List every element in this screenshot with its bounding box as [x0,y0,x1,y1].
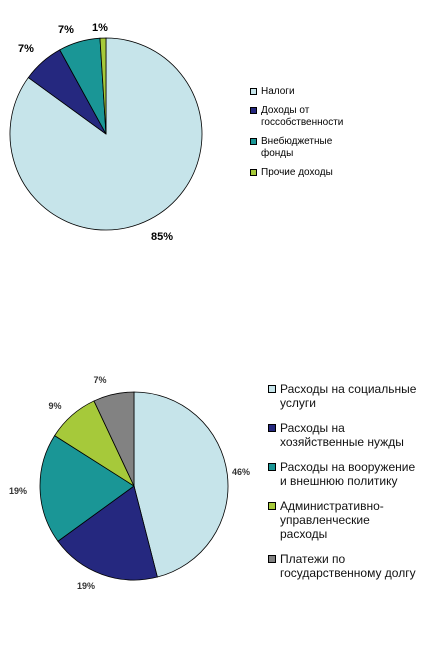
data-label-administrative-expenses: 9% [48,401,61,411]
legend-swatch [268,424,276,432]
legend-item-taxes: Налоги [250,86,380,98]
income-legend: Налоги Доходы от госсобственности Внебюджет… [250,86,380,186]
legend-item-state-property-income: Доходы от госсобственности [250,105,380,129]
legend-item-extrabudgetary-funds: Внебюджетные фонды [250,136,380,160]
pie-slice-other-income [99,37,107,135]
legend-swatch [250,107,257,114]
pie-slice-economic-needs [57,485,158,581]
legend-item-other-income: Прочие доходы [250,167,380,179]
data-label-social-services: 46% [232,467,250,477]
legend-label: Расходы на хозяйственные нужды [280,421,404,449]
pie-slice-defense-foreign-policy [39,435,135,542]
legend-label: Внебюджетные фонды [261,136,333,159]
data-label-state-property-income: 7% [18,43,34,55]
legend-label: Платежи по государственному долгу [280,552,416,580]
income-pie-chart: 85% 7% 7% 1% [9,22,203,243]
expense-legend: Расходы на социальные услуги Расходы на хоз… [268,382,432,591]
legend-swatch [250,138,257,145]
legend-item-administrative-expenses: Административно-управленческие расходы [268,499,432,541]
legend-swatch [268,555,276,563]
data-label-economic-needs: 19% [77,581,95,591]
legend-item-defense-foreign-policy: Расходы на вооружение и внешнюю политику [268,460,432,488]
legend-label: Расходы на вооружение и внешнюю политику [280,460,416,488]
legend-swatch [268,502,276,510]
pie-slice-public-debt-payments [93,391,135,487]
legend-swatch [250,88,257,95]
legend-label: Расходы на социальные услуги [280,382,417,410]
legend-swatch [268,385,276,393]
data-label-defense-foreign-policy: 19% [9,486,27,496]
legend-swatch [268,463,276,471]
legend-swatch [250,169,257,176]
legend-label: Прочие доходы [261,167,333,178]
legend-label: Административно-управленческие расходы [280,499,384,541]
data-label-other-income: 1% [92,22,108,34]
legend-item-economic-needs: Расходы на хозяйственные нужды [268,421,432,449]
expense-pie-chart: 46% 19% 19% 9% 7% [9,375,250,591]
legend-item-social-services: Расходы на социальные услуги [268,382,432,410]
legend-label: Доходы от госсобственности [261,105,344,128]
data-label-taxes: 85% [151,231,173,243]
data-label-public-debt-payments: 7% [93,375,106,385]
data-label-extrabudgetary-funds: 7% [58,24,74,36]
legend-item-public-debt-payments: Платежи по государственному долгу [268,552,432,580]
legend-label: Налоги [261,86,295,97]
pie-slice-social-services [133,391,229,578]
